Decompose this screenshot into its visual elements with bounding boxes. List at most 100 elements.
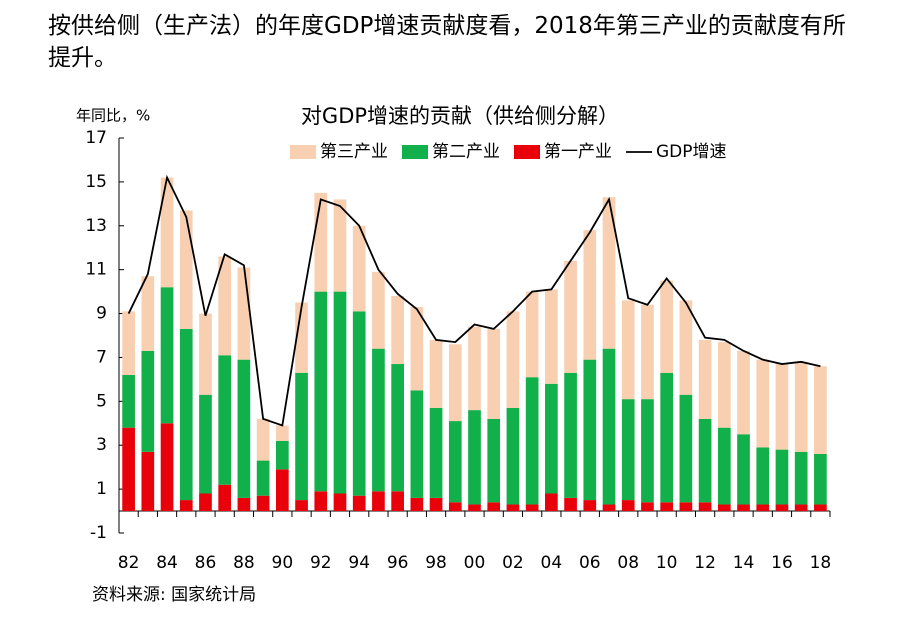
bar-segment [141, 276, 155, 351]
bar-segment [429, 497, 443, 512]
x-tick-label: 98 [425, 553, 447, 573]
bar-segment [506, 504, 520, 512]
y-tick-label: 3 [96, 435, 107, 455]
bar-segment [352, 495, 366, 512]
bar-segment [737, 504, 750, 512]
bar-segment [545, 493, 558, 512]
bar-segment [199, 313, 212, 395]
bar-segment [794, 451, 808, 505]
legend-label: 第三产业 [320, 142, 388, 162]
bar-segment [314, 491, 328, 512]
x-tick-label: 82 [118, 553, 140, 573]
bar-segment [468, 504, 481, 512]
bar-segment [122, 427, 135, 512]
bar-segment [237, 497, 251, 512]
bar-segment [756, 359, 770, 448]
legend-label: GDP增速 [656, 142, 727, 162]
bar-segment [199, 394, 212, 494]
bar-segment [679, 502, 693, 512]
x-tick-label: 94 [348, 553, 370, 573]
bar-segment [717, 342, 731, 428]
bar-segment [256, 495, 270, 512]
y-tick-label: 13 [85, 216, 107, 236]
bar-segment [218, 484, 232, 512]
bar-segment [487, 418, 501, 503]
bar-segment [391, 491, 404, 512]
bar-segment [160, 177, 174, 288]
bar-segment [275, 469, 289, 512]
bar-segment [602, 197, 616, 349]
bar-segment [641, 304, 654, 400]
bar-segment [583, 230, 597, 360]
legend-swatch [290, 145, 316, 159]
x-tick-label: 88 [233, 553, 255, 573]
bar-segment [237, 359, 251, 498]
bar-segment [814, 366, 827, 454]
bar-segment [679, 394, 693, 503]
x-tick-label: 06 [579, 553, 601, 573]
x-tick-label: 08 [617, 553, 639, 573]
bar-segment [141, 350, 155, 452]
line [127, 174, 821, 427]
bar-segment [160, 287, 174, 424]
bar-segment [737, 350, 750, 435]
bar-segment [737, 434, 750, 505]
heading: 按供给侧（生产法）的年度GDP增速贡献度看，2018年第三产业的贡献度有所提升。 [48, 13, 846, 71]
bar-segment [295, 372, 308, 501]
bar-segment [814, 504, 827, 512]
x-tick-label: 14 [733, 553, 755, 573]
bar-segment [525, 377, 539, 505]
bar-segment [545, 289, 558, 384]
bar-segment [487, 328, 501, 419]
bar-segment [794, 361, 808, 452]
bar-segment [660, 280, 674, 373]
y-tick-label: -1 [90, 523, 107, 543]
bar-segment [679, 300, 693, 395]
bar-segment [199, 493, 212, 512]
bar-segment [756, 504, 770, 512]
y-tick-label: 9 [96, 304, 107, 324]
bar-segment [275, 425, 289, 441]
bar-segment [122, 375, 135, 428]
x-tick-label: 84 [156, 553, 178, 573]
y-tick-label: 1 [96, 479, 107, 499]
bar-segment [583, 500, 597, 512]
bar-segment [429, 339, 443, 408]
bar-segment [314, 291, 328, 492]
bar-segment [372, 491, 385, 512]
bar-segment [602, 348, 616, 505]
legend-swatch [402, 145, 428, 159]
x-tick-label: 00 [464, 553, 486, 573]
bar-segment [352, 311, 366, 496]
bar-segment [314, 192, 328, 292]
bar-segment [564, 260, 577, 373]
bar-segment [814, 454, 827, 505]
bar-segment [295, 500, 308, 512]
x-tick-label: 12 [694, 553, 716, 573]
x-tick-label: 86 [195, 553, 217, 573]
bar-segment [448, 344, 462, 422]
y-axis-label: 年同比，% [76, 107, 150, 125]
bar-segment [775, 364, 789, 450]
x-tick-label: 96 [387, 553, 409, 573]
x-tick-label: 04 [541, 553, 563, 573]
bar-segment [410, 497, 424, 512]
bar-segment [179, 500, 193, 512]
source: 资料来源: 国家统计局 [92, 585, 256, 605]
bar-segment [391, 296, 404, 365]
bar-segment [621, 300, 635, 400]
bar-segment [525, 504, 539, 512]
bar-segment [410, 306, 424, 391]
x-tick-label: 18 [810, 553, 832, 573]
bar-segment [237, 267, 251, 360]
bar-segment [468, 410, 481, 505]
bar-segment [717, 504, 731, 512]
bar-segment [333, 199, 347, 292]
y-tick-label: 15 [85, 172, 107, 192]
legend-swatch [514, 145, 540, 159]
x-tick-label: 02 [502, 553, 524, 573]
bar-segment [756, 447, 770, 505]
bar-segment [256, 460, 270, 496]
bar-segment [583, 359, 597, 501]
